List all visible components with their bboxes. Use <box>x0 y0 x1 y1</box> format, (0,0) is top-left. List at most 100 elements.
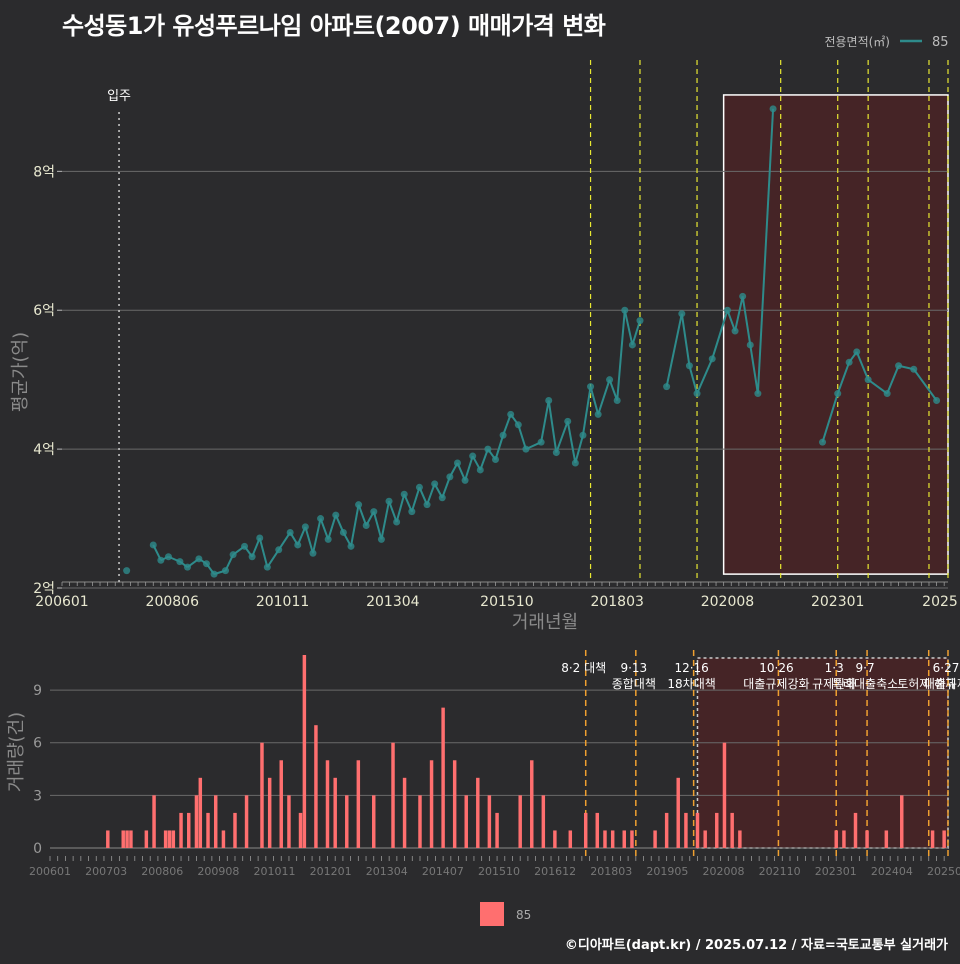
price-xtick-label: 200601 <box>35 594 88 610</box>
price-point <box>621 306 629 314</box>
price-xtick-label: 2025 <box>922 594 958 610</box>
volume-bar <box>345 795 349 848</box>
price-line-segment <box>855 351 870 381</box>
price-point <box>423 501 431 509</box>
volume-bar <box>530 760 534 848</box>
price-line-segment <box>380 500 391 540</box>
price-point <box>385 497 393 505</box>
price-point <box>355 501 363 509</box>
price-point <box>845 358 853 366</box>
price-point <box>157 556 165 564</box>
policy-annotation-label: 10·26 <box>759 661 793 675</box>
policy-annotation-label: 18차대책 <box>667 676 715 691</box>
volume-bar <box>865 830 869 848</box>
policy-annotation-label: 6·27 <box>933 661 960 675</box>
price-line-segment <box>623 310 634 346</box>
price-line-segment <box>319 518 330 540</box>
price-point <box>731 327 739 335</box>
price-point <box>571 459 579 467</box>
policy-annotation-label: 종합대책 <box>612 676 656 691</box>
volume-bar <box>163 830 168 848</box>
volume-bar <box>233 812 237 848</box>
volume-bar <box>198 777 203 848</box>
volume-bar <box>144 830 149 848</box>
volume-bar <box>730 812 734 848</box>
price-line-segment <box>426 483 436 506</box>
price-point <box>469 452 477 460</box>
volume-bar <box>622 830 626 848</box>
volume-bar <box>695 812 700 848</box>
price-line-segment <box>327 514 337 540</box>
price-point <box>723 306 731 314</box>
volume-bar <box>518 795 522 848</box>
volume-bar <box>452 760 457 848</box>
policy-annotation-label: 8·2 대책 <box>561 660 606 675</box>
price-line-segment <box>886 365 900 394</box>
price-xtick-label: 202301 <box>811 594 864 610</box>
volume-bar <box>853 812 858 848</box>
price-point <box>476 466 484 474</box>
price-point <box>514 421 522 429</box>
price-point <box>301 523 309 531</box>
price-point <box>564 417 572 425</box>
volume-xtick-label: 202506 <box>927 865 960 878</box>
price-line-segment <box>441 476 451 499</box>
volume-bar <box>171 830 176 848</box>
volume-ytick-label: 3 <box>33 788 42 804</box>
volume-bar <box>715 812 719 848</box>
price-line-segment <box>597 379 611 415</box>
price-point <box>769 105 777 113</box>
volume-bar <box>429 760 434 848</box>
volume-bar <box>244 795 249 848</box>
price-ytick-label: 6억 <box>33 303 55 319</box>
volume-bar <box>187 812 191 848</box>
volume-bar <box>884 830 889 848</box>
volume-bar <box>595 812 600 848</box>
price-point <box>393 518 401 526</box>
price-point <box>202 560 210 568</box>
price-ytick-label: 2억 <box>33 581 55 597</box>
price-point <box>123 567 131 575</box>
price-point <box>628 341 636 349</box>
policy-annotation-label: 규제완화 <box>812 677 856 691</box>
volume-bar <box>664 812 669 848</box>
price-line-segment <box>357 504 368 526</box>
volume-bar <box>900 795 904 848</box>
movein-label: 입주 <box>107 89 131 104</box>
price-line-segment <box>696 358 714 394</box>
price-line-segment <box>410 487 421 512</box>
price-ytick-label: 8억 <box>33 164 55 180</box>
price-point <box>176 558 184 566</box>
volume-bar <box>356 760 361 848</box>
price-point <box>263 563 271 571</box>
price-ytick-label: 4억 <box>33 442 55 458</box>
price-line-segment <box>494 434 505 460</box>
price-point <box>362 522 370 529</box>
volume-bar <box>221 830 226 848</box>
price-line-segment <box>680 313 691 366</box>
price-point <box>149 541 157 549</box>
price-point <box>754 390 762 398</box>
price-point <box>222 567 230 575</box>
price-line-segment <box>540 400 550 443</box>
volume-xtick-label: 201510 <box>478 865 520 878</box>
volume-bar <box>167 830 172 848</box>
price-line-segment <box>631 320 641 346</box>
price-point <box>587 383 595 391</box>
volume-bar <box>703 830 707 848</box>
volume-ytick-label: 9 <box>33 683 42 699</box>
price-line-segment <box>502 414 512 436</box>
legend-title: 전용면적(㎡) <box>824 35 890 49</box>
volume-legend-swatch <box>480 902 504 926</box>
volume-bar <box>441 707 445 848</box>
price-point <box>606 376 614 384</box>
volume-bar <box>684 812 688 848</box>
price-point <box>294 541 302 549</box>
price-point <box>708 355 716 363</box>
price-point <box>491 456 499 464</box>
price-line-segment <box>912 368 938 402</box>
volume-xtick-label: 201304 <box>366 865 408 878</box>
price-line-segment <box>726 309 736 332</box>
price-point <box>545 397 553 404</box>
